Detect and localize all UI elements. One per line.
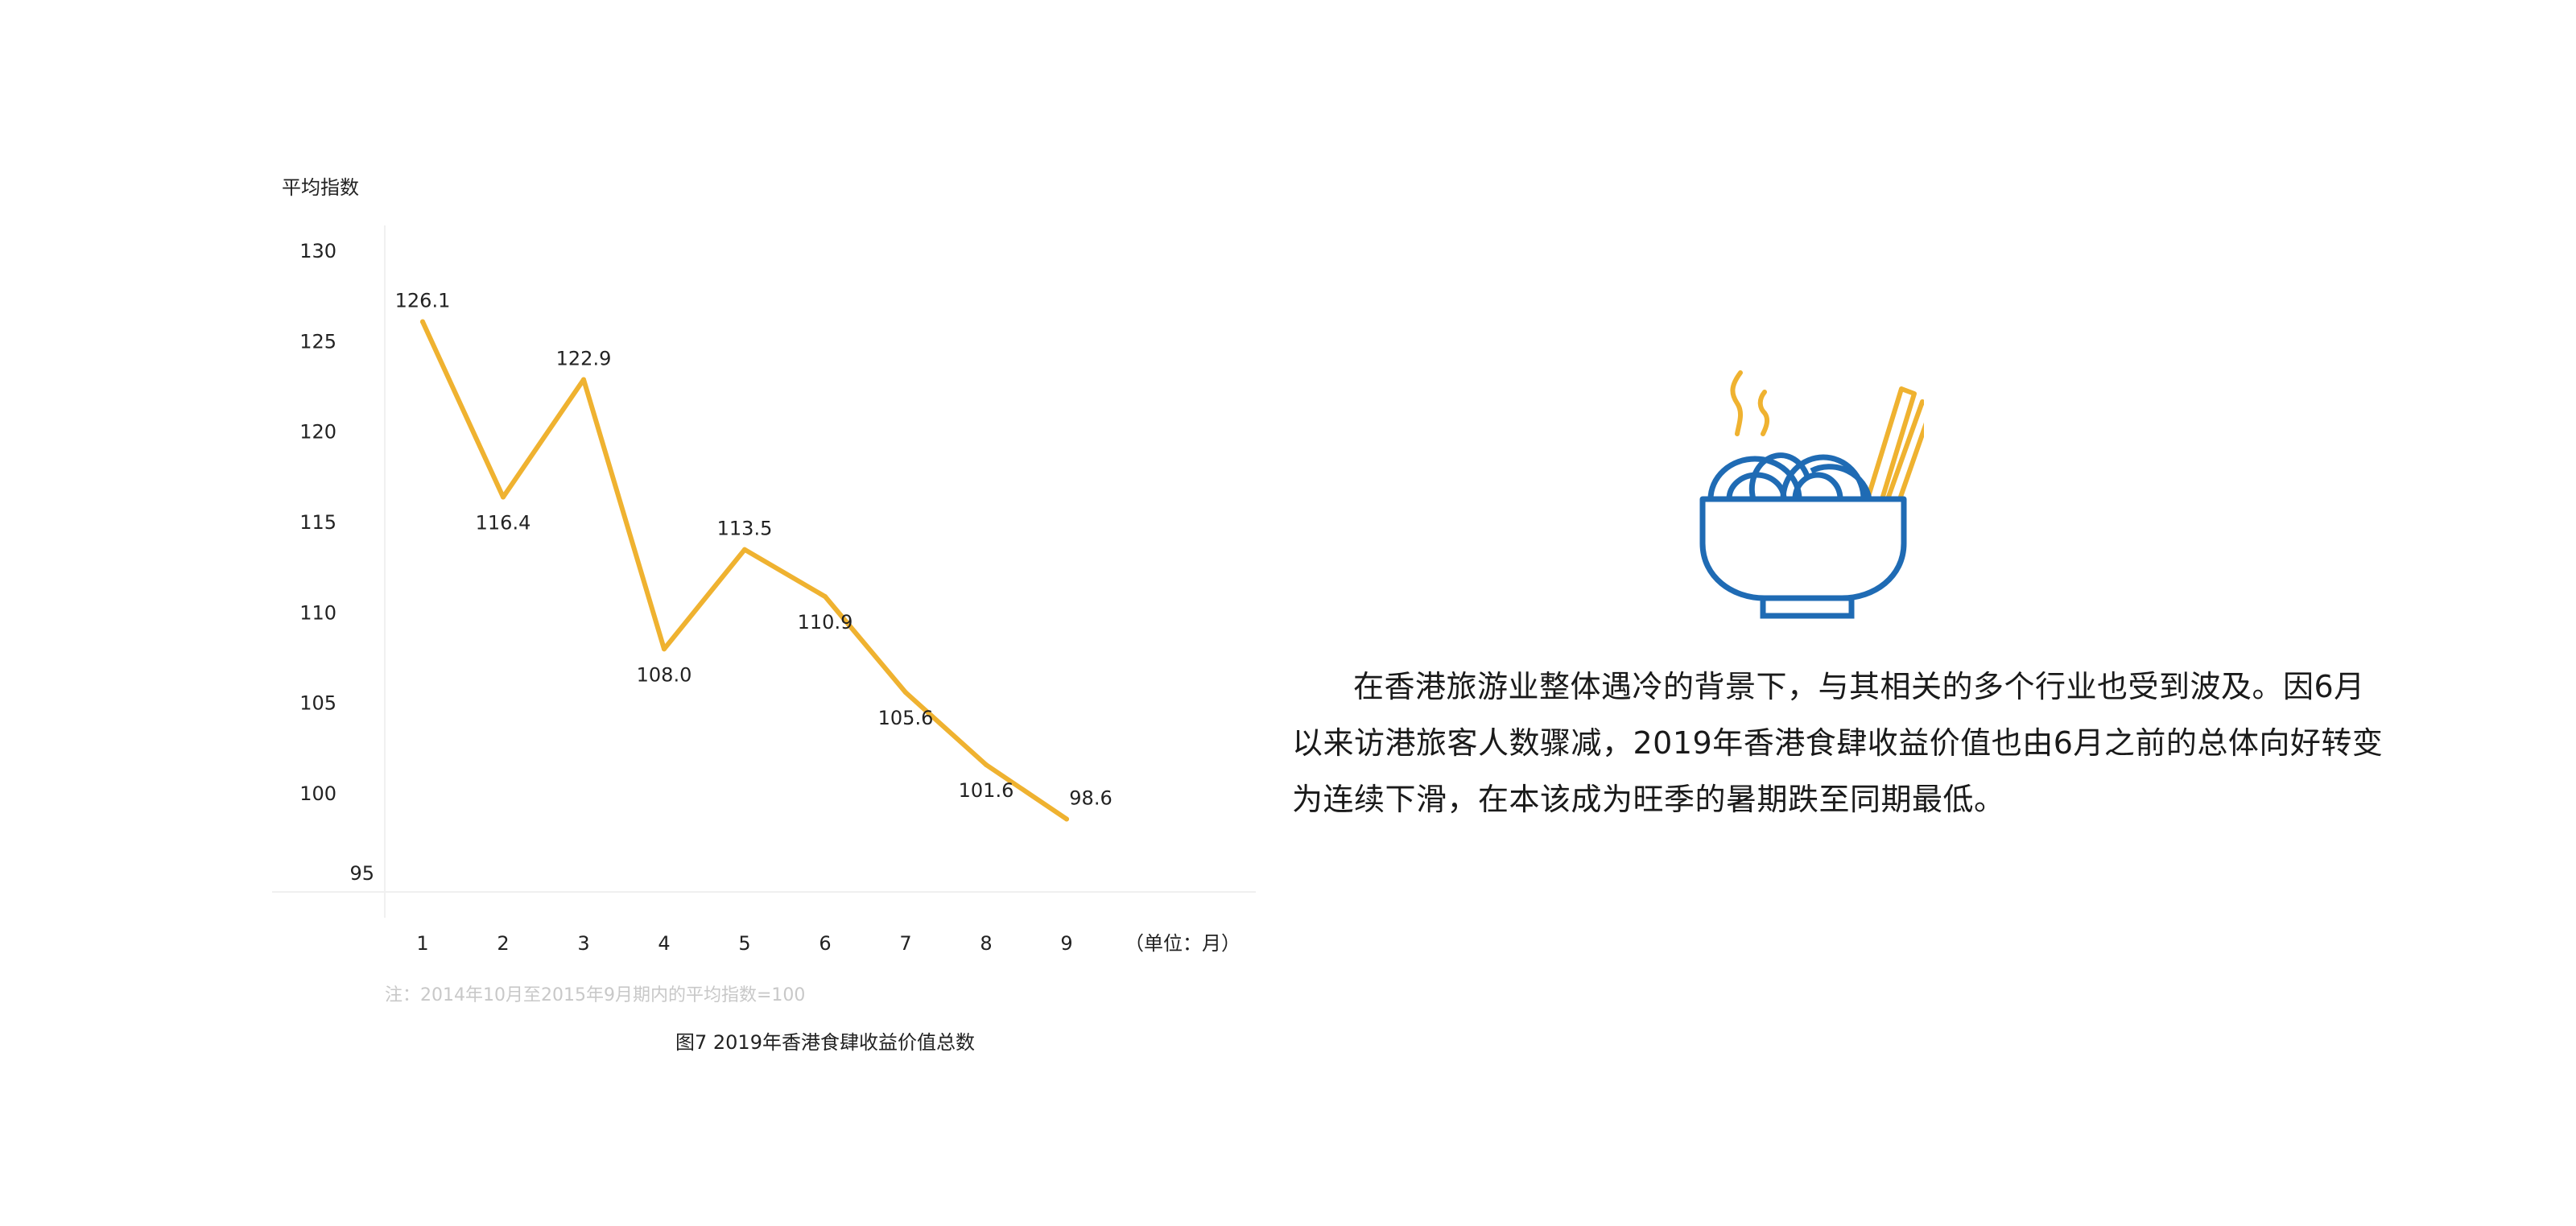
data-label: 110.9: [798, 611, 853, 634]
y-tick-label: 105: [299, 692, 336, 715]
data-label: 105.6: [878, 707, 934, 729]
y-tick-label: 120: [299, 421, 336, 444]
bowl-base-icon: [1760, 595, 1855, 619]
data-label: 122.9: [556, 348, 612, 370]
data-label: 101.6: [959, 779, 1014, 802]
x-tick-labels: 1 2 3 4 5 6 7 8 9: [416, 932, 1072, 955]
x-tick-label: 6: [819, 932, 831, 955]
x-tick-label: 5: [738, 932, 750, 955]
x-tick-label: 9: [1060, 932, 1072, 955]
x-tick-label: 2: [497, 932, 509, 955]
data-point: [903, 690, 908, 696]
y-tick-label: 110: [299, 601, 336, 624]
data-label: 98.6: [1069, 786, 1112, 809]
y-tick-label: 130: [299, 240, 336, 262]
x-tick-label: 1: [416, 932, 428, 955]
chart-note: 注：2014年10月至2015年9月期内的平均指数=100: [385, 985, 805, 1005]
y-tick-label: 115: [299, 511, 336, 534]
x-tick-label: 8: [980, 932, 992, 955]
x-tick-label: 3: [577, 932, 589, 955]
series-line-group: [420, 319, 1069, 822]
y-axis-title: 平均指数: [282, 176, 359, 199]
y-tick-label: 125: [299, 330, 336, 353]
data-label-group: 126.1 116.4 122.9 108.0 113.5 110.9 105.6 101.6…: [395, 290, 1113, 810]
data-point: [662, 646, 667, 652]
bowl-icon: [1699, 496, 1907, 601]
data-point: [742, 547, 747, 552]
steam-icon-small: [1757, 390, 1770, 436]
data-label: 126.1: [395, 290, 451, 312]
data-point: [984, 762, 989, 768]
y-tick-labels: 95 100 105 110 115 120 125 130: [299, 240, 374, 885]
data-label: 113.5: [717, 518, 773, 540]
data-label: 108.0: [637, 663, 692, 686]
chopsticks-icon: [1865, 386, 1924, 501]
x-tick-label: 7: [899, 932, 911, 955]
noodle-bowl-icon: [1699, 370, 1924, 619]
x-axis-unit: （单位：月）: [1125, 932, 1241, 955]
body-paragraph: 在香港旅游业整体遇冷的背景下，与其相关的多个行业也受到波及。因6月以来访港旅客人…: [1292, 669, 2384, 817]
data-point: [581, 377, 586, 382]
noodle-swirls-icon: [1707, 452, 1872, 500]
chart-caption: 图7 2019年香港食肆收益价值总数: [675, 1031, 975, 1054]
data-label: 116.4: [476, 512, 531, 535]
y-tick-label: 100: [299, 782, 336, 805]
series-line: [420, 319, 1069, 822]
data-point: [1064, 816, 1069, 822]
data-point: [823, 594, 828, 600]
data-point: [501, 494, 506, 500]
y-tick-label: 95: [349, 862, 374, 885]
steam-icon: [1730, 370, 1744, 436]
x-tick-label: 4: [658, 932, 670, 955]
data-point: [420, 319, 425, 324]
